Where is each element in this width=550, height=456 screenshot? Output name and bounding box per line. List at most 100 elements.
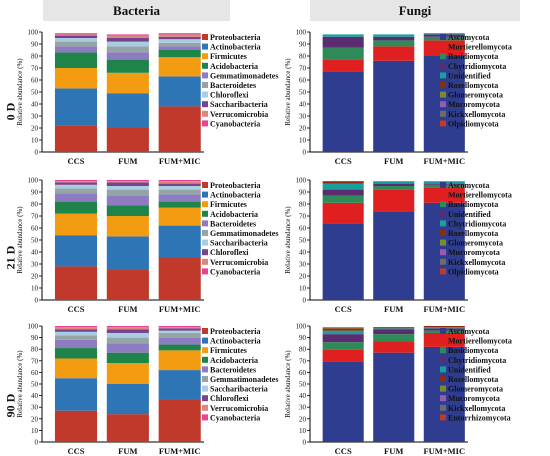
bar-segment	[158, 330, 201, 333]
legend-label: Mortierellomycota	[448, 337, 512, 346]
legend-label: Rozellomycota	[448, 81, 498, 90]
legend-swatch	[440, 110, 446, 117]
bar-segment	[322, 183, 364, 190]
bar-segment	[158, 201, 201, 208]
legend-swatch	[440, 347, 446, 354]
x-tick-label: FUM+MIC	[423, 446, 465, 456]
bar-segment	[158, 194, 201, 202]
legend-label: Unidentified	[448, 365, 491, 374]
bar-segment	[322, 59, 364, 72]
bar-segment	[54, 331, 98, 336]
bar-segment	[106, 326, 149, 328]
legend-swatch	[202, 62, 208, 69]
bar-segment	[54, 184, 98, 189]
y-tick-label: 60	[31, 369, 39, 377]
legend-label: Firmicutes	[210, 52, 247, 61]
bar-segment	[158, 76, 201, 107]
legend-swatch	[440, 120, 446, 127]
bar-segment	[158, 36, 201, 40]
bar-segment	[423, 33, 465, 35]
bar-segment	[322, 71, 364, 152]
bar-segment	[54, 182, 98, 185]
legend-swatch	[440, 258, 446, 265]
bar-segment	[106, 352, 149, 364]
legend-label: Ascomycota	[448, 33, 489, 42]
legend-label: Gemmatimonadetes	[210, 375, 278, 384]
y-tick-label: 80	[31, 53, 39, 61]
legend-label: Verrucomicrobia	[210, 110, 268, 119]
bar-segment	[106, 205, 149, 216]
legend-swatch	[202, 395, 208, 402]
bar-segment	[158, 39, 201, 43]
legend-label: Olpidiomycota	[448, 267, 499, 276]
bar-segment	[54, 52, 98, 68]
y-tick-label: 40	[31, 249, 39, 257]
bar-segment	[54, 38, 98, 42]
legend-label: Mucoromycota	[448, 394, 500, 403]
legend-label: Glomeromycota	[448, 91, 503, 100]
y-tick-label: 20	[31, 415, 39, 423]
legend-swatch	[202, 337, 208, 344]
fungi-header: Fungi	[310, 0, 520, 21]
legend-label: Gemmatimonadetes	[210, 71, 278, 80]
x-tick-label: FUM	[384, 156, 403, 166]
y-tick-label: 100	[28, 323, 39, 331]
x-tick-label: CCS	[68, 446, 85, 456]
bar-segment	[158, 57, 201, 77]
legend-label: Acidobacteria	[210, 356, 258, 365]
y-tick-label: 20	[299, 273, 307, 281]
legend-swatch	[202, 72, 208, 79]
x-tick-label: FUM+MIC	[423, 156, 465, 166]
bar-segment	[106, 384, 149, 415]
y-tick-label: 60	[299, 225, 307, 233]
legend-label: Mucoromycota	[448, 100, 500, 109]
y-tick-label: 50	[31, 237, 39, 245]
y-tick-label: 100	[296, 177, 307, 185]
legend-label: Basidiomycota	[448, 346, 498, 355]
legend-label: Gemmatimonadetes	[210, 229, 278, 238]
bar-segment	[158, 181, 201, 184]
legend-label: Chytridiomycota	[448, 219, 506, 228]
bar-segment	[158, 106, 201, 152]
legend-label: Saccharibacteria	[210, 239, 268, 248]
bar-segment	[322, 342, 364, 350]
bar-segment	[322, 327, 364, 329]
legend-swatch	[440, 43, 446, 50]
y-tick-label: 80	[299, 201, 307, 209]
legend-label: Proteobacteria	[210, 181, 261, 190]
bar-segment	[54, 125, 98, 152]
legend-swatch	[202, 34, 208, 40]
bar-segment	[322, 223, 364, 300]
legend-swatch	[440, 395, 446, 402]
y-tick-label: 30	[299, 261, 307, 269]
legend-swatch	[440, 249, 446, 256]
bar-segment	[54, 35, 98, 38]
legend-swatch	[202, 414, 208, 421]
y-tick-label: 40	[299, 249, 307, 257]
x-tick-label: CCS	[335, 304, 352, 314]
legend-label: Rozellomycota	[448, 229, 498, 238]
legend-swatch	[440, 182, 446, 188]
bar-segment	[322, 189, 364, 196]
legend-swatch	[440, 404, 446, 411]
bar-segment	[158, 326, 201, 328]
y-tick-label: 20	[31, 273, 39, 281]
y-tick-label: 0	[35, 439, 39, 447]
bar-segment	[158, 183, 201, 186]
y-tick-label: 30	[299, 404, 307, 412]
legend-label: Ascomycota	[448, 181, 489, 190]
bar-segment	[373, 211, 415, 300]
legend-label: Glomeromycota	[448, 239, 503, 248]
bar-segment	[322, 47, 364, 60]
y-tick-label: 10	[31, 427, 39, 435]
x-tick-label: FUM	[118, 446, 137, 456]
y-tick-label: 0	[303, 439, 307, 447]
legend-label: Basidiomycota	[448, 52, 498, 61]
bar-segment	[54, 329, 98, 332]
legend-swatch	[202, 220, 208, 227]
bar-segment	[54, 410, 98, 442]
bar-segment	[54, 33, 98, 35]
bar-segment	[106, 343, 149, 353]
bar-segment	[106, 34, 149, 36]
x-tick-label: CCS	[68, 304, 85, 314]
